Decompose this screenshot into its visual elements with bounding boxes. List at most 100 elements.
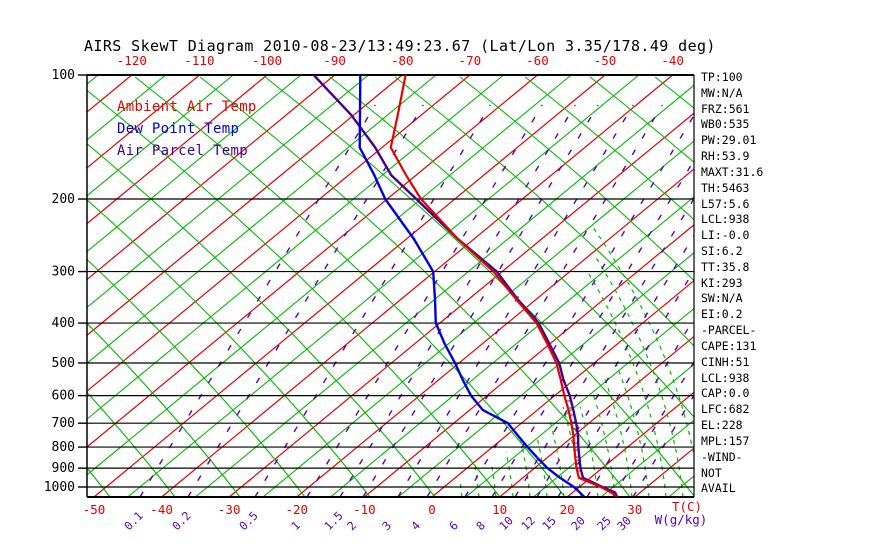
isotherm-line <box>87 75 504 420</box>
mixing-ratio-tick-label: 8 <box>473 518 488 533</box>
dry-adiabat-line <box>87 258 306 497</box>
mixing-ratio-line <box>397 104 634 497</box>
stat-line: EL:228 <box>701 418 743 433</box>
dry-adiabat-line <box>87 391 176 497</box>
top-temp-tick-label: -60 <box>526 53 549 68</box>
top-temp-tick-label: -80 <box>391 53 414 68</box>
stat-line: LI:-0.0 <box>701 228 750 243</box>
isotherm-line <box>87 75 302 253</box>
isotherm-line <box>87 75 572 476</box>
dry-adiabat-line <box>264 76 694 497</box>
pressure-tick-label: 700 <box>52 416 75 431</box>
mixing-ratio-line <box>586 317 694 497</box>
stat-line: NOT <box>701 465 722 480</box>
pressure-tick-label: 900 <box>52 461 75 476</box>
stat-line: LCL:938 <box>701 212 750 227</box>
stat-line: RH:53.9 <box>701 149 750 164</box>
stat-line: CINH:51 <box>701 354 750 369</box>
mixing-ratio-line <box>632 393 694 497</box>
mixing-ratio-tick-label: 3 <box>379 518 394 533</box>
moist-adiabat-line <box>587 271 667 497</box>
isotherm-line <box>87 75 336 281</box>
stat-line: CAPE:131 <box>701 338 757 353</box>
stat-line: L57:5.6 <box>701 196 750 211</box>
moist-adiabat-line <box>591 391 616 497</box>
top-temp-tick-label: -90 <box>323 53 346 68</box>
pressure-tick-label: 300 <box>52 265 75 280</box>
mixing-ratio-line <box>254 104 491 497</box>
dry-adiabat-line <box>394 76 694 347</box>
air-parcel-temp-profile <box>312 75 619 497</box>
isotherm-line <box>431 279 694 497</box>
chart-title: AIRS SkewT Diagram 2010-08-23/13:49:23.6… <box>84 37 716 55</box>
stat-line: -WIND- <box>701 449 743 464</box>
dry-adiabat-line <box>87 143 436 497</box>
mixing-ratio-line <box>514 197 694 497</box>
mixing-ratio-line <box>362 104 599 497</box>
bottom-temp-tick-label: -20 <box>286 502 309 517</box>
dry-adiabat-line <box>589 76 694 164</box>
mixing-ratio-line <box>339 104 576 497</box>
mixing-ratio-tick-label: 25 <box>594 513 614 533</box>
isotherm-line <box>533 363 694 497</box>
isotherm-line <box>668 475 694 497</box>
isotherm-line <box>93 75 606 497</box>
legend-dew-point-temp: Dew Point Temp <box>117 121 240 137</box>
isotherm-line <box>87 75 538 448</box>
mixing-ratio-line <box>536 233 694 497</box>
pressure-tick-label: 500 <box>52 356 75 371</box>
stat-line: WB0:535 <box>701 117 750 132</box>
isotherm-line <box>87 75 471 392</box>
isotherm-line <box>87 75 200 169</box>
bottom-temp-tick-label: -50 <box>83 502 106 517</box>
stat-line: SW:N/A <box>701 291 743 306</box>
stat-line: TP:100 <box>701 70 743 84</box>
moist-adiabat-line <box>459 481 463 497</box>
mixing-ratio-tick-label: 15 <box>539 513 559 533</box>
dry-adiabat-line <box>87 467 111 497</box>
profile-legend: Ambient Air Temp Dew Point Temp Air Parc… <box>117 99 257 165</box>
plot-frame-group <box>78 74 695 498</box>
isotherm-line <box>364 224 694 497</box>
legend-ambient-air-temp: Ambient Air Temp <box>117 99 257 115</box>
isotherm-line <box>87 75 437 364</box>
dry-adiabat-line <box>459 76 694 282</box>
mixing-ratio-tick-label: 12 <box>518 513 538 533</box>
bottom-temp-tick-label: 30 <box>627 502 642 517</box>
isotherm-line <box>0 75 64 497</box>
isotherm-line <box>87 75 234 197</box>
dry-adiabat-line <box>524 76 694 221</box>
isotherm-line <box>600 419 694 497</box>
moist-adiabat-line <box>474 466 480 497</box>
mixing-ratio-tick-label: 2 <box>344 518 359 533</box>
stat-line: TH:5463 <box>701 180 750 195</box>
moist-adiabat-line <box>549 421 565 497</box>
bottom-temp-tick-label: -30 <box>218 502 241 517</box>
stat-line: MPL:157 <box>701 433 750 448</box>
moist-adiabat-line <box>579 406 599 497</box>
sounding-profiles-group <box>312 75 619 497</box>
top-temp-tick-label: -120 <box>117 53 147 68</box>
moist-adiabat-line <box>519 436 531 497</box>
mixing-ratio-line <box>612 360 694 497</box>
stat-line: AVAIL <box>701 481 736 496</box>
stat-line: PW:29.01 <box>701 133 757 148</box>
stat-line: MAXT:31.6 <box>701 164 764 179</box>
dry-adiabat-line <box>329 76 694 418</box>
moist-adiabat-line <box>614 361 650 497</box>
top-temp-tick-label: -100 <box>252 53 282 68</box>
dew-point-temp-profile <box>358 75 585 497</box>
mixing-ratio-line <box>426 104 663 497</box>
dry-adiabat-line <box>654 76 694 109</box>
moist-adiabat-line <box>592 226 694 460</box>
stat-line: LFC:682 <box>701 402 750 417</box>
isotherm-line <box>566 391 694 497</box>
isotherm-line <box>397 252 694 497</box>
pressure-tick-label: 100 <box>52 68 75 83</box>
top-temp-tick-label: -110 <box>184 53 214 68</box>
mixing-ratio-tick-label: 0.1 <box>121 508 146 533</box>
bottom-temp-tick-label: 20 <box>560 502 575 517</box>
isotherm-line <box>87 75 99 85</box>
